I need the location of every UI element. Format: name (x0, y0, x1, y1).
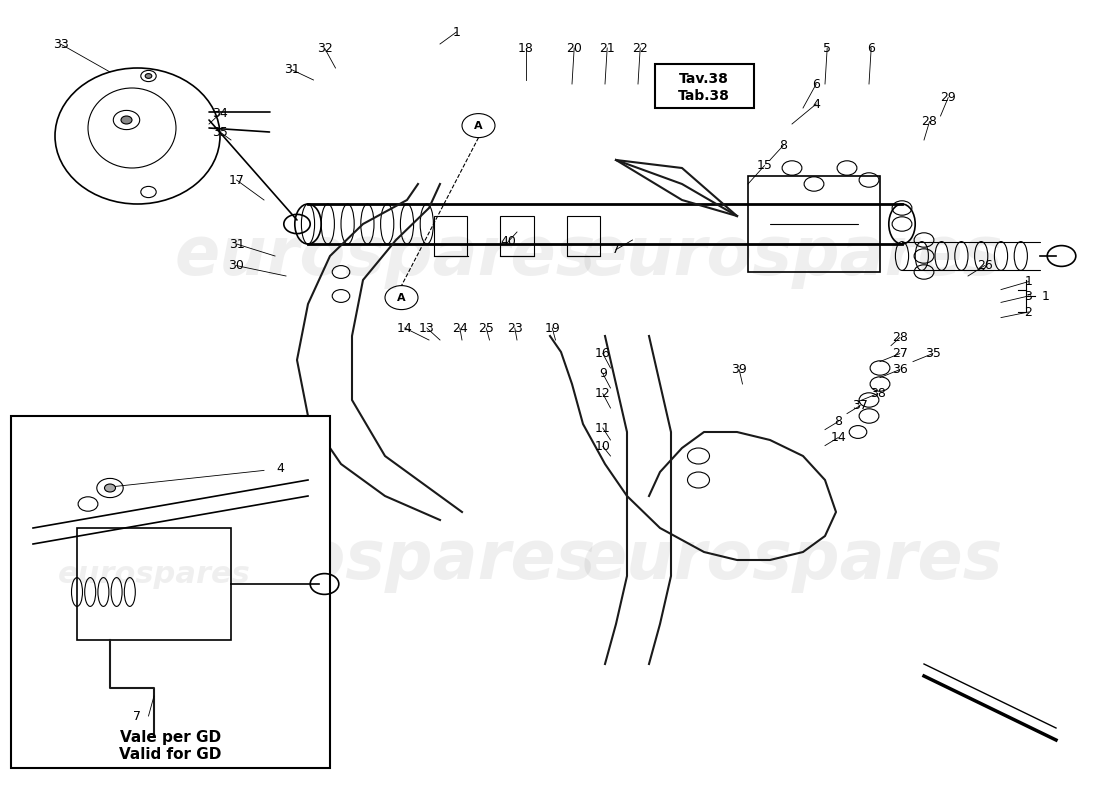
Text: Tav.38: Tav.38 (679, 71, 729, 86)
Text: eurospares: eurospares (581, 223, 1003, 289)
Text: 8: 8 (834, 415, 843, 428)
Text: 4: 4 (812, 98, 821, 110)
Text: 23: 23 (507, 322, 522, 334)
Text: 30: 30 (229, 259, 244, 272)
Text: 4: 4 (276, 462, 285, 474)
Text: 8: 8 (779, 139, 788, 152)
Text: 19: 19 (544, 322, 560, 334)
Text: 7: 7 (133, 710, 142, 722)
Text: 39: 39 (732, 363, 747, 376)
Text: 20: 20 (566, 42, 582, 54)
Bar (566, 216, 600, 256)
Text: A: A (397, 293, 406, 302)
Text: 1: 1 (1042, 290, 1049, 302)
Text: 35: 35 (212, 126, 228, 138)
Text: 6: 6 (867, 42, 876, 54)
Text: 27: 27 (892, 347, 907, 360)
Text: 14: 14 (830, 431, 846, 444)
Text: 37: 37 (852, 399, 868, 412)
Text: 34: 34 (212, 107, 228, 120)
Text: 36: 36 (892, 363, 907, 376)
Text: 15: 15 (757, 159, 772, 172)
Text: eurospares: eurospares (581, 527, 1003, 593)
Text: 32: 32 (317, 42, 332, 54)
Text: 38: 38 (870, 387, 886, 400)
Text: 12: 12 (595, 387, 610, 400)
Text: 22: 22 (632, 42, 648, 54)
Text: 9: 9 (598, 367, 607, 380)
Text: 40: 40 (500, 235, 516, 248)
Bar (500, 216, 534, 256)
Circle shape (104, 484, 116, 492)
Text: 1: 1 (1024, 275, 1033, 288)
Bar (434, 216, 468, 256)
Bar (77, 528, 231, 640)
Text: 13: 13 (419, 322, 435, 334)
Text: 35: 35 (925, 347, 940, 360)
Text: 29: 29 (940, 91, 956, 104)
Text: 28: 28 (922, 115, 937, 128)
Text: eurospares: eurospares (174, 527, 596, 593)
Text: Vale per GD: Vale per GD (120, 730, 221, 745)
Circle shape (145, 74, 152, 78)
Text: 31: 31 (284, 63, 299, 76)
Text: 5: 5 (823, 42, 832, 54)
Text: 10: 10 (595, 440, 610, 453)
Text: 14: 14 (397, 322, 412, 334)
Text: 21: 21 (600, 42, 615, 54)
Text: 1: 1 (452, 26, 461, 38)
Text: 25: 25 (478, 322, 494, 334)
Text: 33: 33 (53, 38, 68, 50)
Text: 16: 16 (595, 347, 610, 360)
Bar (748, 176, 880, 272)
Bar (11, 416, 330, 768)
Text: 26: 26 (977, 259, 992, 272)
Text: 6: 6 (812, 78, 821, 90)
Text: eurospares: eurospares (174, 223, 596, 289)
Text: 18: 18 (518, 42, 534, 54)
Text: 28: 28 (892, 331, 907, 344)
Text: 11: 11 (595, 422, 610, 434)
Text: Tab.38: Tab.38 (678, 89, 730, 103)
Bar (654, 64, 754, 108)
Text: 2: 2 (1024, 306, 1033, 318)
Text: 24: 24 (452, 322, 468, 334)
Text: 3: 3 (1024, 290, 1033, 302)
Text: 17: 17 (229, 174, 244, 186)
Text: Valid for GD: Valid for GD (119, 747, 222, 762)
Text: eurospares: eurospares (58, 560, 251, 589)
Circle shape (121, 116, 132, 124)
Text: A: A (474, 121, 483, 130)
Text: 31: 31 (229, 238, 244, 250)
Text: 7: 7 (612, 243, 620, 256)
